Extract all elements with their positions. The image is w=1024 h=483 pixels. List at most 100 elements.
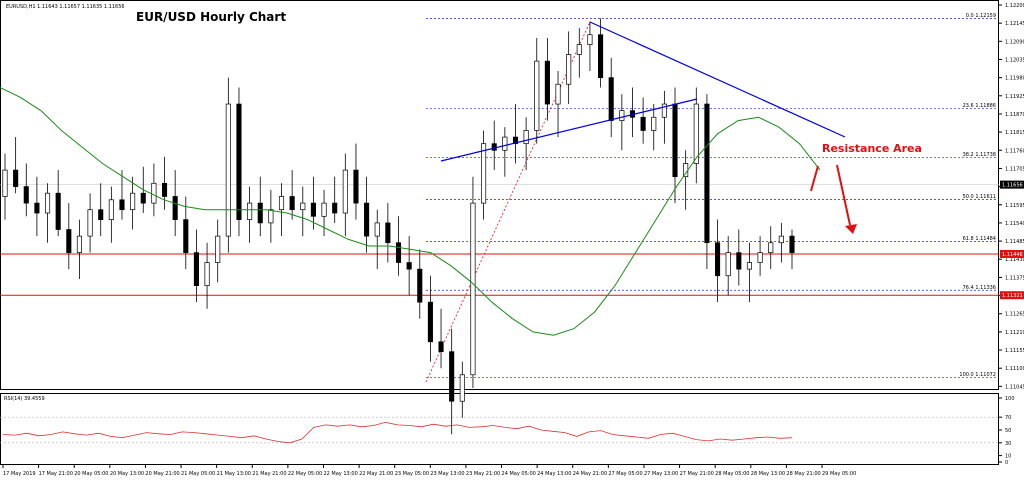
candle-body (481, 143, 487, 204)
candle-body (746, 262, 753, 270)
candle-body (247, 202, 253, 220)
candle-body (119, 199, 125, 211)
candle-body (789, 235, 795, 253)
candle-body (204, 262, 210, 286)
candle-body (172, 196, 178, 220)
price-tick-label: 1.11540 (1005, 221, 1024, 227)
candle-body (534, 60, 540, 131)
candle-body (438, 341, 444, 353)
candle-body (555, 83, 561, 105)
candle-body (512, 136, 519, 145)
fib-level-label: 76.4 1.11336 (963, 285, 996, 291)
candle-body (310, 202, 316, 217)
candle-body (268, 209, 274, 224)
rsi-tick-label: 100 (1005, 396, 1015, 402)
time-tick-label: 28 May 21:00 (786, 471, 820, 477)
candle-body (98, 209, 104, 220)
rsi-tick-label: 0 (1005, 460, 1008, 466)
candle-body (193, 252, 199, 286)
price-tick-label: 1.11925 (1005, 94, 1024, 100)
resistance-arrows (810, 164, 857, 234)
fib-level-label: 38.2 1.11738 (963, 152, 996, 158)
level-price-tag-label: 1.11321 (1002, 293, 1023, 299)
candle-body (385, 222, 391, 244)
candle-body (651, 116, 657, 131)
time-tick-label: 22 May 05:00 (288, 471, 322, 477)
candle-body (289, 196, 295, 211)
time-tick-label: 28 May 05:00 (715, 471, 749, 477)
price-tick-label: 1.11980 (1005, 76, 1024, 82)
candle-body (300, 202, 306, 211)
candlestick-series (2, 18, 795, 435)
time-tick-label: 23 May 13:00 (430, 471, 464, 477)
level-price-tag (1000, 291, 1024, 300)
candle-body (715, 242, 721, 277)
price-axis: 1.12200 1.12145 1.12090 1.12035 1.11980 1.119… (999, 3, 1024, 390)
candle-body (417, 268, 423, 303)
candle-body (459, 374, 465, 402)
candle-body (13, 169, 19, 187)
candle-body (161, 182, 168, 197)
candle-body (332, 202, 338, 214)
level-price-tag-label: 1.11446 (1002, 252, 1023, 258)
candle-body (151, 182, 157, 204)
candle-body (757, 252, 763, 263)
time-tick-label: 22 May 21:00 (359, 471, 393, 477)
fib-level-label: 100.0 1.11072 (959, 372, 996, 378)
price-tick-label: 1.11705 (1005, 166, 1024, 172)
candle-body (576, 44, 582, 55)
candle-body (44, 192, 51, 214)
candle-body (449, 351, 455, 402)
fib-level-label: 50.0 1.11611 (963, 194, 996, 200)
candle-body (693, 103, 699, 164)
candle-body (140, 192, 146, 204)
candle-body (523, 130, 529, 145)
moving-average-line (0, 87, 821, 336)
price-tick-label: 1.11485 (1005, 239, 1024, 245)
time-tick-label: 27 May 13:00 (644, 471, 678, 477)
symbol-info-line: EURUSD,H1 1.11643 1.11657 1.11635 1.1165… (6, 4, 125, 10)
rising-trend-line[interactable] (440, 98, 698, 162)
time-tick-label: 20 May 21:00 (145, 471, 179, 477)
time-tick-label: 27 May 21:00 (680, 471, 714, 477)
time-tick-label: 27 May 05:00 (608, 471, 642, 477)
price-tick-label: 1.11265 (1005, 312, 1024, 318)
candle-body (544, 60, 550, 105)
time-tick-label: 24 May 05:00 (502, 471, 536, 477)
current-price-tag (1000, 180, 1024, 189)
candle-body (640, 116, 646, 131)
time-tick-label: 24 May 21:00 (573, 471, 607, 477)
price-tick-label: 1.11815 (1005, 130, 1024, 136)
chart-title: EUR/USD Hourly Chart (136, 10, 286, 24)
down-arrow-line (836, 164, 851, 226)
candle-body (470, 202, 476, 376)
candle-body (34, 202, 40, 214)
price-tick-label: 1.11375 (1005, 275, 1024, 281)
price-tick-label: 1.11100 (1005, 366, 1024, 372)
candle-body (502, 136, 508, 151)
bearish-trend-line[interactable] (589, 21, 846, 138)
level-price-tag (1000, 249, 1024, 258)
time-tick-label: 20 May 05:00 (74, 471, 108, 477)
candle-body (108, 199, 114, 220)
candle-body (672, 103, 678, 178)
price-tick-label: 1.11210 (1005, 330, 1024, 336)
down-arrow-head (845, 224, 857, 234)
candle-body (353, 169, 359, 204)
candle-body (342, 169, 348, 214)
candle-body (183, 219, 189, 253)
time-tick-label: 24 May 13:00 (537, 471, 571, 477)
candle-body (395, 242, 402, 263)
time-tick-label: 20 May 13:00 (110, 471, 144, 477)
candle-body (278, 196, 285, 211)
horizontal-support-levels (0, 184, 999, 296)
time-tick-label: 17 May 2019 (3, 471, 36, 477)
rsi-panel-frame (0, 393, 999, 465)
candle-body (55, 192, 61, 230)
price-tick-label: 1.11155 (1005, 348, 1024, 354)
price-tick-label: 1.11760 (1005, 148, 1024, 154)
candle-body (608, 77, 614, 121)
time-axis: 17 May 2019 17 May 21:00 20 May 05:00 20 Ma… (2, 465, 856, 477)
candle-body (225, 103, 231, 237)
